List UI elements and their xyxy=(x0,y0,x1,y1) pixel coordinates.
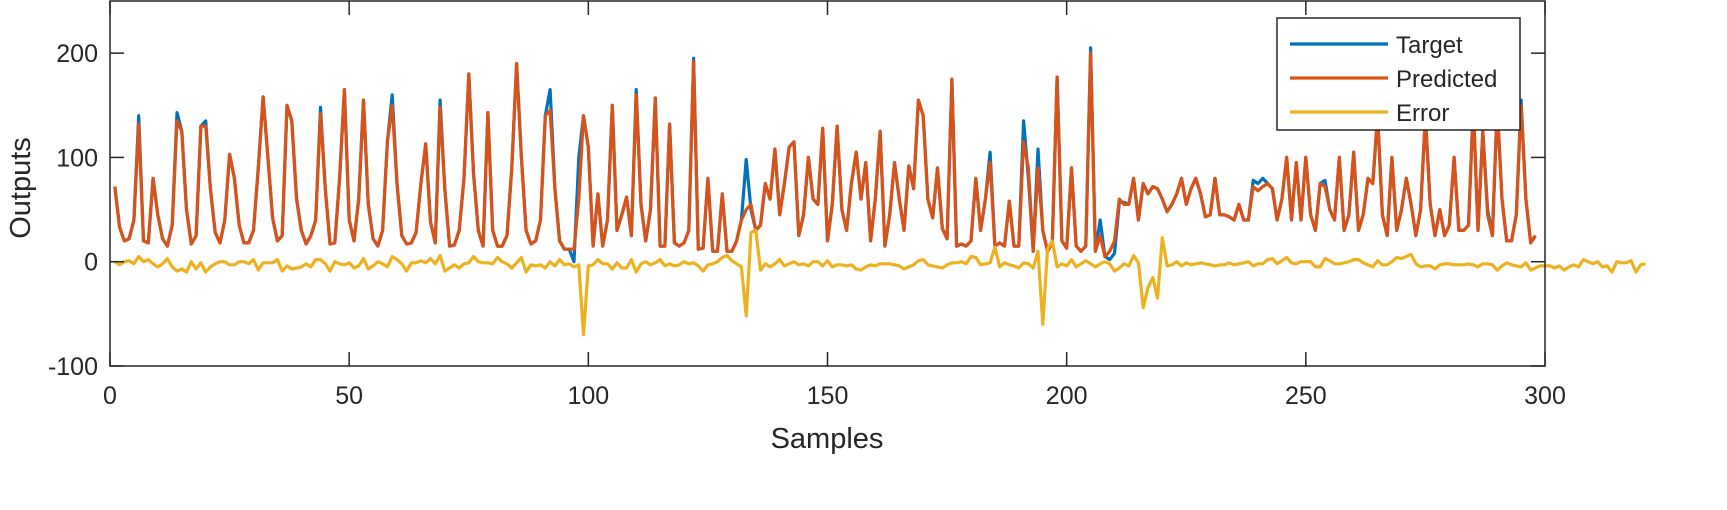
x-tick-label: 250 xyxy=(1285,382,1327,410)
x-tick-label: 0 xyxy=(103,382,117,410)
x-tick-label: 300 xyxy=(1524,382,1566,410)
series-line-predicted xyxy=(113,51,1537,259)
y-tick-label: 200 xyxy=(56,40,98,68)
legend-label-target: Target xyxy=(1396,32,1463,59)
series-layer xyxy=(113,46,1646,337)
x-tick-label: 50 xyxy=(335,382,363,410)
x-axis-label: Samples xyxy=(771,423,884,455)
legend-label-predicted: Predicted xyxy=(1396,66,1497,93)
series-line-error xyxy=(113,228,1646,337)
y-axis-label: Outputs xyxy=(5,137,37,239)
legend-label-error: Error xyxy=(1396,100,1449,127)
legend: Target Predicted Error xyxy=(1276,17,1521,131)
y-tick-label: 100 xyxy=(56,144,98,172)
x-tick-label: 150 xyxy=(807,382,849,410)
x-tick-label: 100 xyxy=(567,382,609,410)
y-tick-label: -100 xyxy=(48,353,98,381)
y-tick-label: 0 xyxy=(84,249,98,277)
x-tick-label: 200 xyxy=(1046,382,1088,410)
